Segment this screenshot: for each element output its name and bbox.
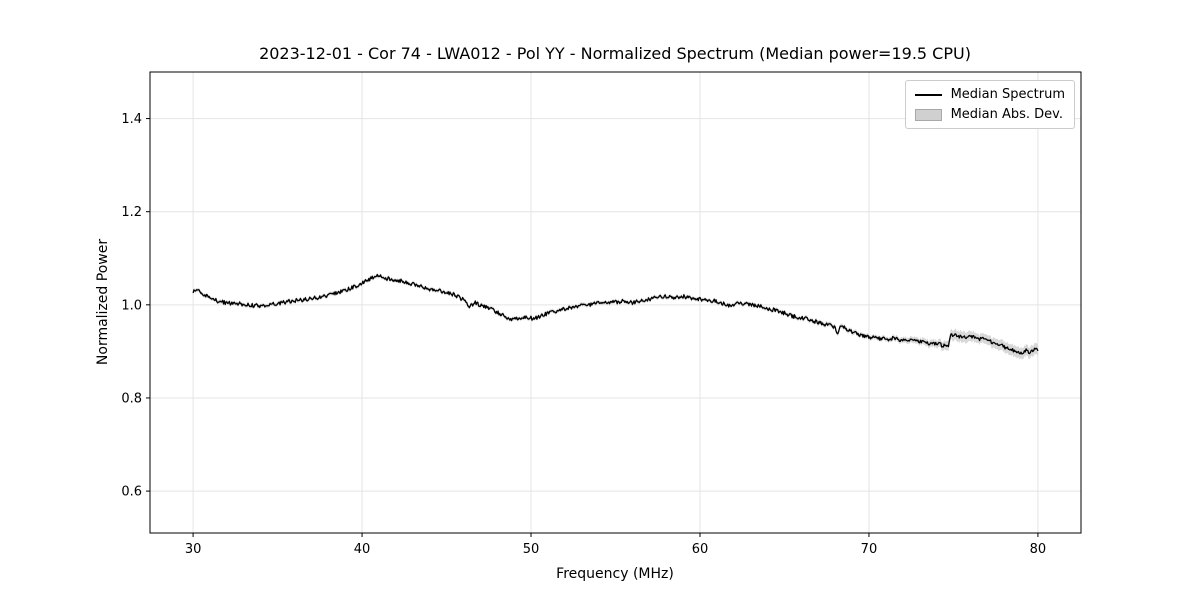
y-axis-label: Normalized Power bbox=[95, 239, 111, 365]
legend: Median Spectrum Median Abs. Dev. bbox=[904, 80, 1075, 129]
median-abs-dev-band bbox=[193, 272, 1038, 360]
x-tick-label: 80 bbox=[1030, 542, 1047, 557]
median-spectrum-line bbox=[192, 273, 1039, 355]
x-axis-label: Frequency (MHz) bbox=[556, 566, 674, 582]
y-tick-label: 0.6 bbox=[121, 485, 142, 500]
legend-item-median-abs-dev: Median Abs. Dev. bbox=[914, 106, 1065, 123]
legend-label-median-abs-dev: Median Abs. Dev. bbox=[950, 107, 1064, 122]
legend-line-swatch-icon bbox=[914, 93, 942, 96]
chart-title: 2023-12-01 - Cor 74 - LWA012 - Pol YY - … bbox=[259, 44, 971, 63]
y-tick-label: 1.0 bbox=[121, 298, 142, 313]
x-tick-label: 50 bbox=[523, 542, 540, 557]
legend-patch-swatch-icon bbox=[914, 108, 942, 121]
axes-border bbox=[149, 71, 1082, 534]
x-tick-label: 40 bbox=[354, 542, 371, 557]
y-tick-label: 1.4 bbox=[121, 112, 142, 127]
y-tick-label: 0.8 bbox=[121, 391, 142, 406]
x-tick-label: 60 bbox=[692, 542, 709, 557]
y-tick-label: 1.2 bbox=[121, 205, 142, 220]
x-tick-label: 30 bbox=[185, 542, 202, 557]
x-tick-label: 70 bbox=[861, 542, 878, 557]
legend-item-median-spectrum: Median Spectrum bbox=[914, 86, 1065, 103]
legend-label-median-spectrum: Median Spectrum bbox=[950, 87, 1065, 102]
